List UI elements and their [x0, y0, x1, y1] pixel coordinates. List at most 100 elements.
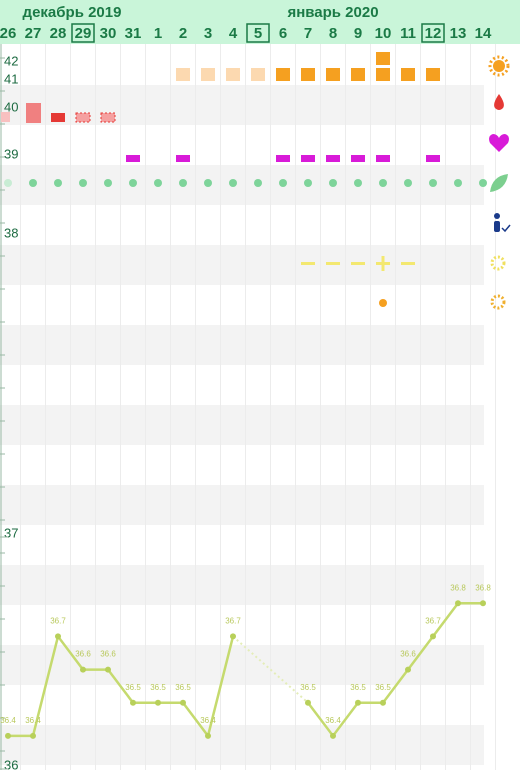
marker: [51, 113, 65, 122]
value-label: 36.4: [200, 716, 216, 725]
dot-marker: [254, 179, 262, 187]
dot-marker: [429, 179, 437, 187]
point: [30, 732, 36, 739]
marker: [301, 262, 315, 265]
dot-marker: [229, 179, 237, 187]
dot-marker: [304, 179, 312, 187]
value-label: 36.6: [100, 650, 116, 659]
point: [430, 633, 436, 640]
value-label: 36.5: [150, 683, 166, 692]
point: [155, 699, 161, 706]
dot-marker: [54, 179, 62, 187]
marker: [176, 155, 190, 162]
point: [455, 600, 461, 607]
point: [105, 666, 111, 673]
point: [80, 666, 86, 673]
band: [0, 85, 484, 125]
dot-marker: [79, 179, 87, 187]
marker: [351, 155, 365, 162]
point: [405, 666, 411, 673]
dot-marker: [379, 179, 387, 187]
marker: [376, 52, 390, 65]
day-label: 28: [50, 25, 67, 42]
band: [0, 405, 484, 445]
dot-marker: [279, 179, 287, 187]
dot-marker: [204, 179, 212, 187]
day-label: 4: [229, 25, 238, 42]
value-label: 36.4: [25, 716, 41, 725]
marker: [376, 155, 390, 162]
value-label: 36.7: [225, 617, 241, 626]
point: [205, 732, 211, 739]
marker: [176, 68, 190, 81]
day-label: 2: [179, 25, 187, 42]
marker: [326, 68, 340, 81]
person-body: [494, 221, 500, 232]
band: [0, 325, 484, 365]
day-label: 27: [25, 25, 42, 42]
dot-marker: [354, 179, 362, 187]
day-label: 12: [425, 25, 442, 42]
sun-alert-icon: [490, 294, 506, 310]
dot-marker: [154, 179, 162, 187]
bands: [0, 44, 496, 770]
marker: [401, 68, 415, 81]
dot-marker: [4, 179, 12, 187]
point: [305, 699, 311, 706]
dot-marker: [179, 179, 187, 187]
y-tick-label: 36: [4, 757, 18, 770]
day-label: 11: [400, 25, 416, 42]
point: [355, 699, 361, 706]
value-label: 36.8: [475, 583, 491, 592]
day-label: 26: [0, 25, 16, 42]
point: [330, 732, 336, 739]
upper-axis-label: 38: [4, 225, 18, 240]
day-label: 13: [450, 25, 467, 42]
dot-marker: [454, 179, 462, 187]
day-label: 29: [75, 25, 92, 42]
marker: [376, 256, 390, 271]
day-label: 1: [154, 25, 162, 42]
band: [0, 485, 484, 525]
month-label: январь 2020: [287, 4, 378, 21]
day-label: 7: [304, 25, 312, 42]
marker: [326, 155, 340, 162]
dot-marker: [129, 179, 137, 187]
point: [230, 633, 236, 640]
upper-axis-label: 39: [4, 146, 18, 161]
sun-rays: [488, 55, 510, 77]
y-tick-label: 37: [4, 525, 18, 540]
day-box: [421, 23, 445, 43]
point: [55, 633, 61, 640]
drop-icon: [494, 94, 504, 110]
marker: [351, 68, 365, 81]
day-label: 14: [475, 25, 492, 42]
heart-icon: [489, 134, 509, 152]
day-label: 9: [354, 25, 362, 42]
point: [480, 600, 486, 607]
marker: [75, 112, 91, 123]
marker: [1, 112, 10, 122]
marker: [276, 155, 290, 162]
day-label: 6: [279, 25, 287, 42]
value-label: 36.7: [425, 617, 441, 626]
marker: [426, 155, 440, 162]
sun-check-icon: [490, 255, 506, 271]
temperature-line: [8, 602, 483, 739]
person-icon: [494, 213, 500, 219]
point: [5, 732, 11, 739]
day-label: 8: [329, 25, 337, 42]
upper-axis-label: 42: [4, 53, 18, 68]
marker: [376, 68, 390, 81]
marker: [326, 262, 340, 265]
marker: [100, 112, 116, 123]
dot-marker: [404, 179, 412, 187]
marker: [401, 262, 415, 265]
marker: [251, 68, 265, 81]
gap-connector: [232, 635, 309, 704]
day-label: 3: [204, 25, 212, 42]
marker: [301, 68, 315, 81]
value-label: 36.7: [50, 617, 66, 626]
marker: [351, 262, 365, 265]
point: [180, 699, 186, 706]
